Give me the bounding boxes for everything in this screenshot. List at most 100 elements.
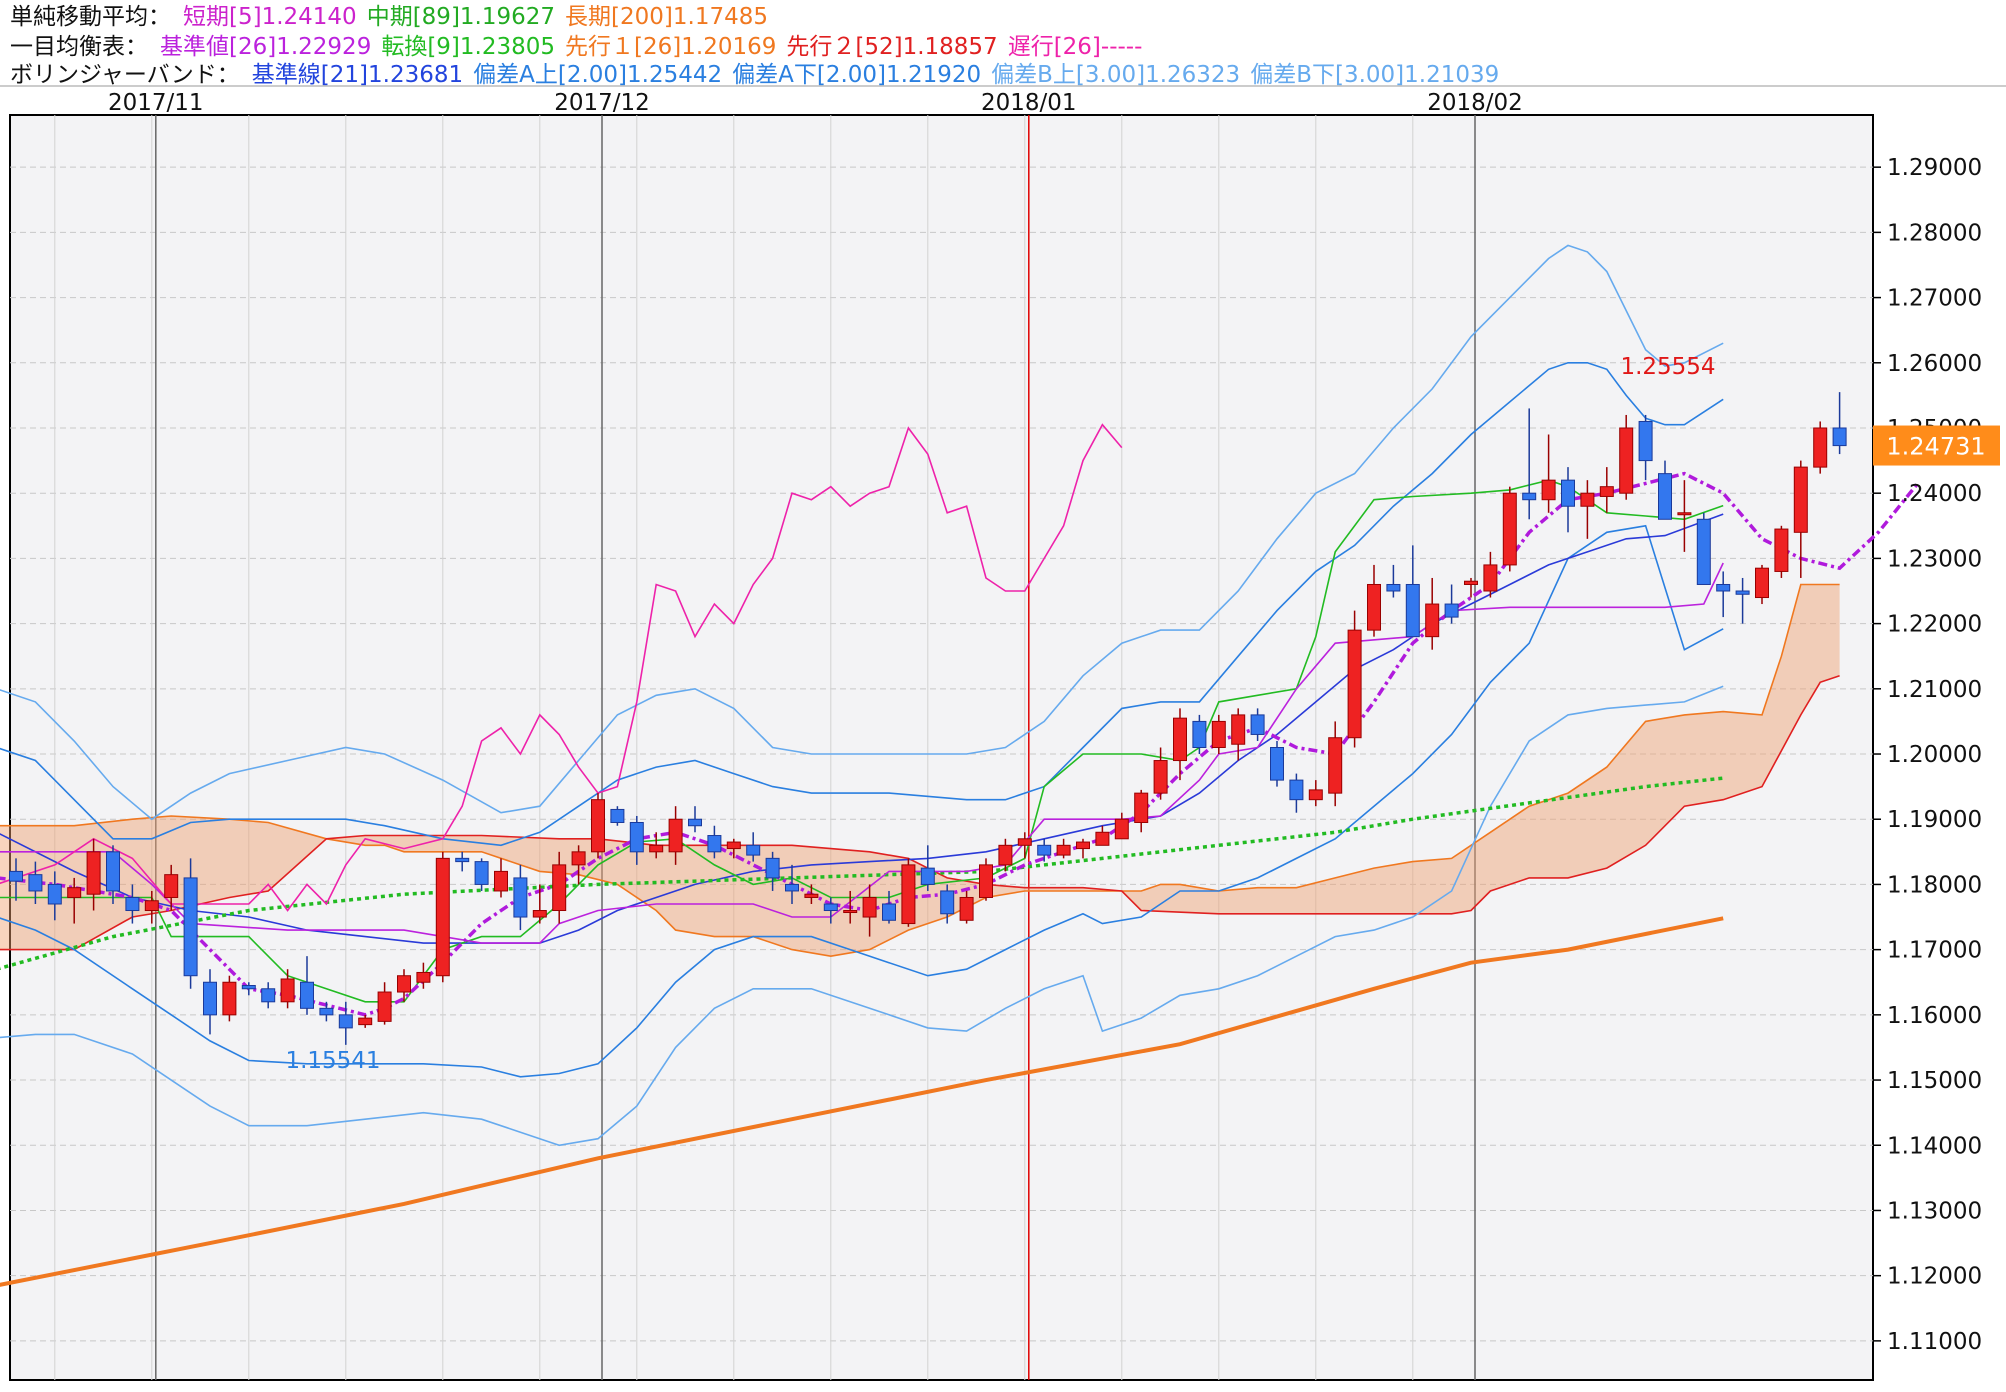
- ichimoku-chikou-value: 遅行[26]-----: [1007, 34, 1143, 60]
- low-price-label: 1.15541: [285, 1048, 380, 1074]
- x-tick-label: 2017/12: [554, 90, 650, 116]
- senkou-span-b: [0, 675, 1840, 951]
- y-tick-label: 1.13000: [1887, 1198, 1982, 1224]
- candle-body: [1774, 528, 1789, 572]
- candle-body: [1444, 603, 1459, 618]
- candle-body: [979, 864, 993, 898]
- candle-body: [1502, 492, 1517, 566]
- bollinger-a-upper-line: [0, 361, 1724, 847]
- sma-legend: 単純移動平均： 短期[5]1.24140 中期[89]1.19627 長期[200]1…: [10, 2, 778, 32]
- y-tick-label: 1.21000: [1887, 677, 1982, 703]
- y-tick-label: 1.27000: [1887, 286, 1982, 312]
- y-tick-label: 1.23000: [1887, 546, 1982, 572]
- candle-body: [726, 841, 741, 850]
- candle-body: [862, 896, 877, 918]
- candle-body: [1114, 818, 1129, 840]
- candle-body: [1231, 714, 1246, 745]
- candle-body: [1735, 590, 1750, 595]
- candle-body: [1056, 844, 1071, 856]
- candle-body: [1716, 583, 1731, 592]
- y-tick-label: 1.26000: [1887, 351, 1982, 377]
- high-price-label: 1.25554: [1620, 354, 1715, 380]
- candle-body: [1541, 479, 1556, 501]
- candle-body: [86, 851, 101, 895]
- grid: [10, 115, 1873, 1380]
- candle-body: [823, 903, 838, 912]
- candle-body: [649, 844, 664, 853]
- candle-body: [1755, 567, 1769, 599]
- sma-short-value: 短期[5]1.24140: [183, 4, 357, 30]
- candle-body: [1619, 427, 1634, 494]
- candle-body: [998, 844, 1013, 866]
- cloud-fill: [0, 584, 1840, 957]
- current-price-badge: [1873, 425, 2000, 466]
- y-tick-label: 1.20000: [1887, 742, 1982, 768]
- candle-body: [474, 861, 489, 885]
- plot-area: [9, 114, 1874, 1381]
- candle-body: [1153, 760, 1168, 794]
- y-tick-label: 1.12000: [1887, 1264, 1982, 1290]
- sma-mid-line: [0, 776, 1724, 971]
- candle-body: [1599, 486, 1614, 497]
- y-tick-label: 1.14000: [1887, 1133, 1982, 1159]
- ichimoku-chikou-line: [0, 423, 1123, 912]
- candle-body: [106, 851, 120, 892]
- x-tick-label: 2018/02: [1427, 90, 1523, 116]
- candle-body: [28, 874, 43, 892]
- candle-body: [610, 808, 625, 823]
- y-tick-label: 1.19000: [1887, 807, 1982, 833]
- candle-body: [1464, 580, 1478, 585]
- candle-body: [1308, 789, 1323, 801]
- candle-body: [203, 981, 217, 1016]
- ichimoku-kijun-value: 基準値[26]1.22929: [160, 34, 372, 60]
- candle-body: [1211, 720, 1226, 749]
- sma-long-line: [0, 916, 1724, 1287]
- candle-body: [1813, 427, 1828, 468]
- candle-body: [1638, 420, 1653, 462]
- candle-body: [1076, 841, 1090, 850]
- candle-body: [222, 981, 237, 1016]
- candle-body: [940, 890, 955, 915]
- bollinger-b-lower-value: 偏差B下[3.00]1.21039: [1250, 62, 1500, 88]
- sma-mid-value: 中期[89]1.19627: [366, 4, 556, 30]
- bollinger-b-upper-value: 偏差B上[3.00]1.26323: [991, 62, 1241, 88]
- candle-body: [843, 910, 858, 914]
- candle-body: [280, 978, 295, 1003]
- candle-body: [1658, 473, 1672, 520]
- candle-body: [1095, 831, 1110, 846]
- candle-body: [144, 900, 159, 912]
- bollinger-legend-label: ボリンジャーバンド：: [10, 62, 240, 88]
- candle-body: [1425, 603, 1440, 638]
- candle-body: [882, 903, 896, 921]
- candle-body: [241, 985, 256, 990]
- candle-body: [1405, 583, 1420, 638]
- y-tick-label: 1.16000: [1887, 1003, 1982, 1029]
- candle-body: [183, 877, 198, 977]
- candle-body: [1134, 792, 1149, 823]
- candle-body: [552, 864, 567, 912]
- price-axis: 1.290001.280001.270001.260001.250001.240…: [1873, 155, 1982, 1355]
- y-tick-label: 1.22000: [1887, 612, 1982, 638]
- bollinger-a-upper-value: 偏差A上[2.00]1.25442: [473, 62, 723, 88]
- candle-body: [688, 818, 702, 827]
- ichimoku-tenkan-value: 転換[9]1.23805: [381, 34, 556, 60]
- candle-body: [1386, 583, 1401, 592]
- candle-body: [1289, 779, 1304, 801]
- candle-body: [47, 883, 62, 905]
- candle-body: [901, 864, 916, 925]
- candle-body: [1561, 479, 1575, 507]
- y-tick-label: 1.18000: [1887, 872, 1982, 898]
- candle-body: [416, 971, 431, 983]
- candle-body: [1017, 838, 1032, 846]
- time-axis: 2017/11 2017/12 2018/01 2018/02: [108, 90, 1523, 116]
- candle-body: [377, 991, 392, 1022]
- y-tick-label: 1.29000: [1887, 155, 1982, 181]
- price-markers: 1.25554 1.15541 1.24731: [285, 354, 2000, 1074]
- candle-body: [1832, 427, 1847, 447]
- candle-body: [300, 981, 314, 1009]
- bollinger-mid-line: [0, 513, 1724, 944]
- ichimoku-legend-label: 一目均衡表：: [10, 34, 148, 60]
- y-tick-label: 1.11000: [1887, 1329, 1982, 1355]
- candle-body: [785, 883, 799, 892]
